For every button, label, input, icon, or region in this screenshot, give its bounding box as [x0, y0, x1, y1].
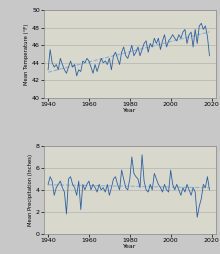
Y-axis label: Mean Temperature (°F): Mean Temperature (°F): [24, 23, 29, 85]
X-axis label: Year: Year: [123, 108, 136, 113]
X-axis label: Year: Year: [123, 244, 136, 249]
Y-axis label: Mean Precipitation (Inches): Mean Precipitation (Inches): [28, 154, 33, 226]
